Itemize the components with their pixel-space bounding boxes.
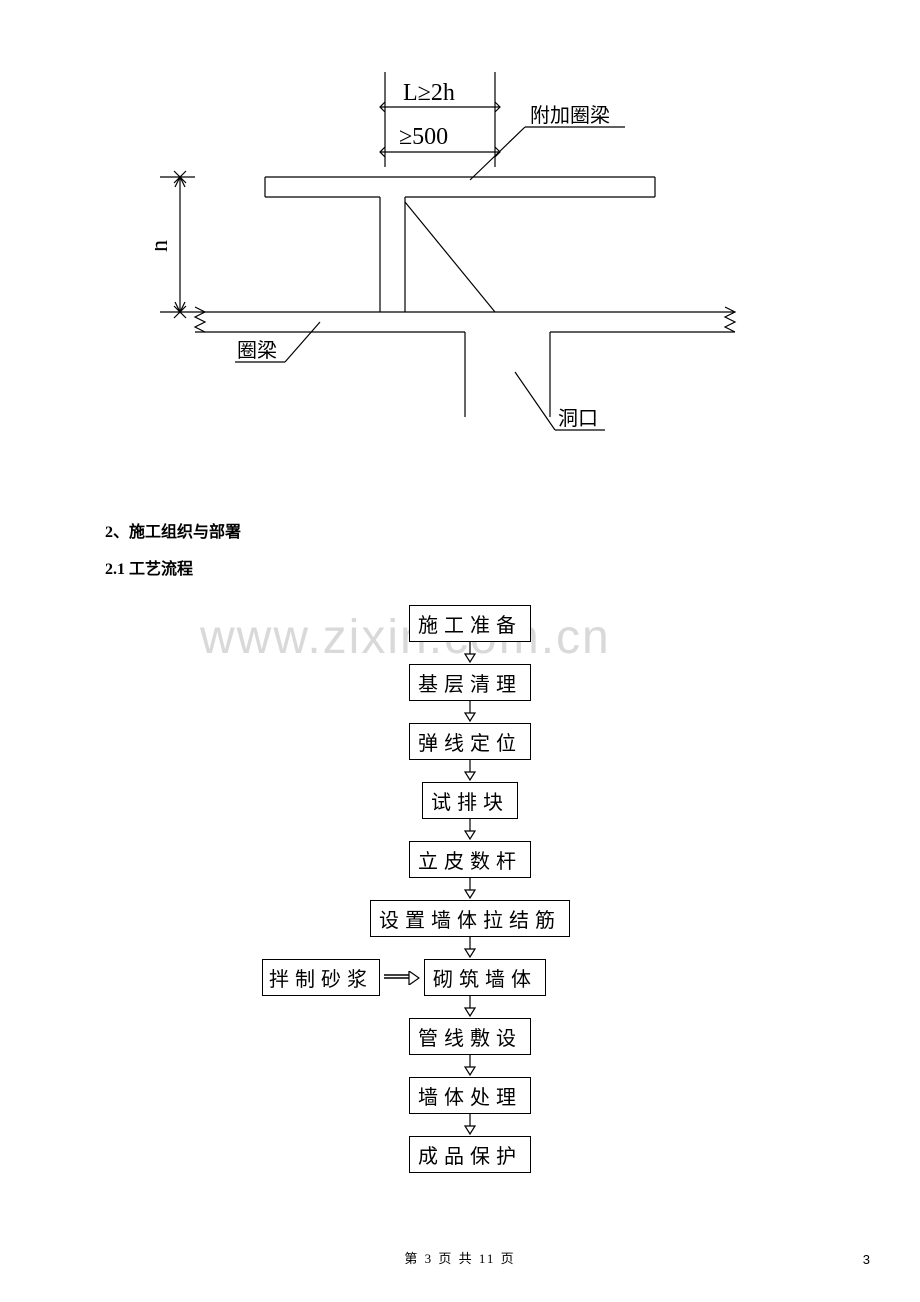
- diagram-svg: L≥2h ≥500 附加圈梁: [155, 62, 755, 462]
- arrow-down-icon: [280, 937, 660, 959]
- arrow-down-icon: [280, 1114, 660, 1136]
- label-ring-beam: 圈梁: [237, 339, 277, 362]
- flow-step-box: 设置墙体拉结筋: [370, 900, 570, 937]
- footer-page-number: 3: [863, 1252, 870, 1267]
- flow-step-box: 弹线定位: [409, 723, 531, 760]
- arrow-right-icon: [384, 971, 420, 985]
- formula-bottom: ≥500: [399, 124, 448, 150]
- flow-step-box: 立皮数杆: [409, 841, 531, 878]
- label-additional-beam: 附加圈梁: [530, 104, 610, 127]
- arrow-down-icon: [280, 819, 660, 841]
- label-h: h: [155, 240, 173, 252]
- arrow-down-icon: [280, 996, 660, 1018]
- flow-step-box: 成品保护: [409, 1136, 531, 1173]
- arrow-down-icon: [280, 760, 660, 782]
- flow-step-box: 基层清理: [409, 664, 531, 701]
- arrow-down-icon: [280, 1055, 660, 1077]
- flow-step-box: 砌筑墙体: [424, 959, 546, 996]
- flow-step-box: 墙体处理: [409, 1077, 531, 1114]
- arrow-down-icon: [280, 701, 660, 723]
- arrow-down-icon: [280, 878, 660, 900]
- formula-top: L≥2h: [403, 80, 455, 106]
- ring-beam-diagram: L≥2h ≥500 附加圈梁: [155, 62, 755, 462]
- process-flowchart: 施工准备基层清理弹线定位试排块立皮数杆设置墙体拉结筋拌制砂浆砌筑墙体管线敷设墙体…: [280, 605, 660, 1173]
- heading-2: 2、施工组织与部署: [105, 518, 241, 542]
- label-opening: 洞口: [558, 407, 598, 430]
- arrow-down-icon: [280, 642, 660, 664]
- heading-2-1: 2.1 工艺流程: [105, 555, 193, 579]
- footer-center: 第 3 页 共 11 页: [0, 1248, 920, 1267]
- flow-step-box: 试排块: [422, 782, 518, 819]
- flow-step-box: 管线敷设: [409, 1018, 531, 1055]
- flow-side-box: 拌制砂浆: [262, 959, 380, 996]
- flow-step-box: 施工准备: [409, 605, 531, 642]
